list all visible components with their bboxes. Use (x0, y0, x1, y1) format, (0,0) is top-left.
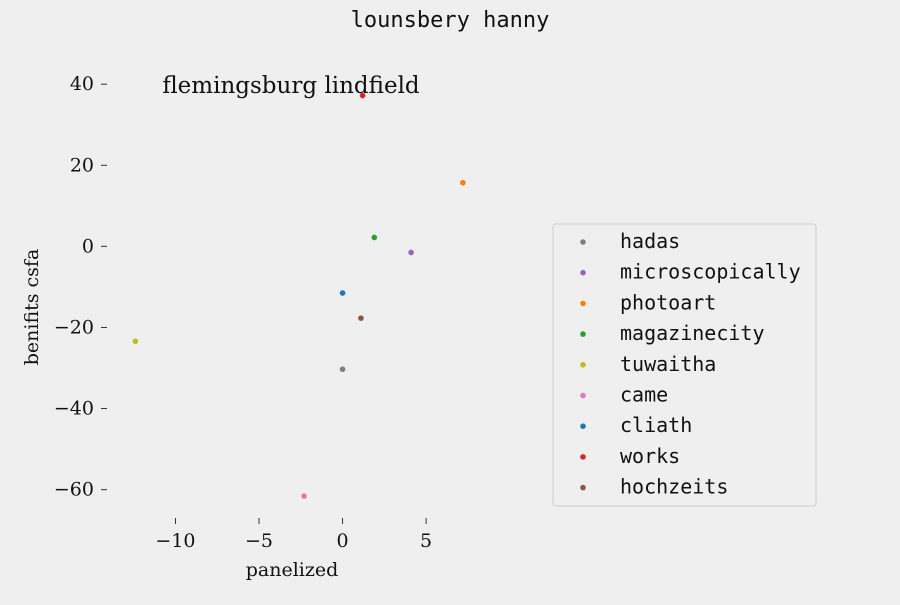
data-point-came (301, 493, 307, 499)
data-point-photoart (460, 179, 466, 186)
y-tick-label: −20 (54, 316, 94, 338)
y-axis: −60 −40 −20 0 20 40 (54, 73, 107, 501)
legend-marker-hochzeits (580, 484, 586, 491)
legend-label-hadas: hadas (620, 229, 680, 253)
data-point-tuwaitha (132, 338, 139, 345)
x-tick-label: 0 (337, 530, 349, 552)
data-point-cliath (339, 290, 346, 296)
legend-label-hochzeits: hochzeits (620, 475, 728, 499)
legend-label-tuwaitha: tuwaitha (620, 352, 716, 376)
legend-marker-tuwaitha (580, 362, 586, 368)
data-point-hadas (339, 366, 346, 373)
y-tick-label: −60 (54, 479, 94, 501)
legend-marker-came (580, 392, 586, 399)
legend-marker-magazinecity (580, 331, 586, 337)
data-point-hochzeits (358, 315, 364, 321)
legend-frame (552, 223, 817, 507)
legend-label-microscopically: microscopically (620, 260, 801, 284)
y-axis-label: benifits csfa (21, 249, 43, 366)
legend-marker-cliath (580, 423, 586, 430)
data-point-works (359, 92, 366, 99)
x-tick-label: −10 (155, 530, 195, 552)
legend-marker-hadas (580, 239, 586, 245)
x-axis-label: panelized (246, 559, 339, 581)
x-axis: −10 −5 0 5 (155, 518, 432, 552)
legend-marker-works (580, 454, 586, 460)
legend-marker-microscopically (580, 269, 586, 276)
legend-label-cliath: cliath (620, 413, 692, 437)
y-tick-label: 40 (70, 73, 94, 95)
figure-title: lounsbery hanny (350, 8, 550, 33)
x-tick-label: −5 (245, 530, 273, 552)
legend-label-came: came (620, 383, 668, 407)
legend-label-photoart: photoart (620, 290, 716, 314)
data-point-magazinecity (371, 234, 378, 241)
y-tick-label: 20 (70, 154, 94, 176)
data-points (132, 92, 466, 499)
legend: hadas microscopically photoart magazinecity… (552, 223, 817, 507)
chart-title: flemingsburg lindfield (162, 73, 420, 99)
data-point-microscopically (408, 249, 414, 256)
y-tick-label: 0 (82, 235, 94, 257)
x-tick-label: 5 (420, 530, 432, 552)
legend-label-magazinecity: magazinecity (620, 321, 765, 345)
legend-marker-photoart (580, 300, 586, 307)
legend-label-works: works (620, 444, 680, 468)
y-tick-label: −40 (54, 398, 94, 420)
